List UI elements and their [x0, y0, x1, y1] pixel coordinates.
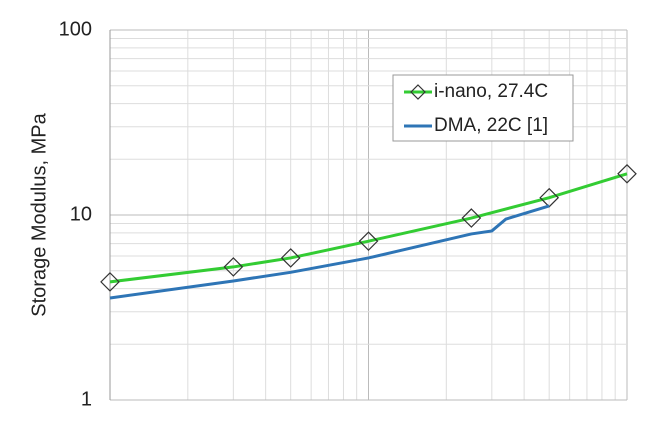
legend-label: i-nano, 27.4C: [434, 81, 548, 102]
series-line: [109, 204, 550, 300]
legend-box: [392, 74, 574, 142]
y-axis-label: Storage Modulus, MPa: [28, 112, 50, 316]
legend-label: DMA, 22C [1]: [434, 115, 548, 136]
marker: [461, 208, 482, 228]
y-tick-label: 100: [59, 18, 92, 40]
marker: [358, 231, 379, 252]
marker: [223, 257, 244, 277]
y-tick-label: 1: [81, 388, 92, 410]
legend-marker: [410, 84, 426, 100]
marker: [280, 248, 301, 268]
series-line: [109, 172, 628, 284]
marker: [617, 163, 637, 184]
y-tick-label: 10: [70, 203, 92, 225]
marker: [100, 272, 120, 292]
